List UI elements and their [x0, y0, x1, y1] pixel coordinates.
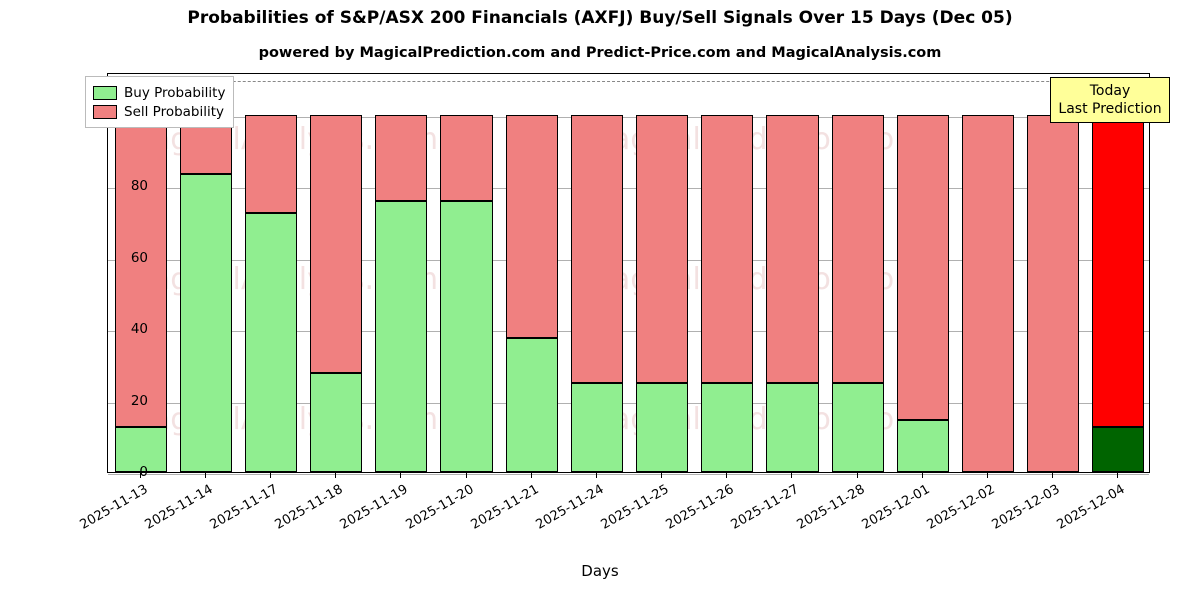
bar-group — [766, 72, 819, 472]
gridline — [108, 116, 1149, 118]
reference-line — [108, 81, 1149, 83]
legend-swatch-buy — [93, 85, 117, 100]
bar-group — [701, 72, 754, 472]
y-tick-label: 80 — [130, 178, 148, 195]
gridline — [108, 188, 1149, 190]
bar-segment-buy — [375, 201, 428, 472]
gridline — [108, 474, 1149, 475]
bar-segment-buy — [114, 427, 167, 472]
x-tick-mark — [921, 473, 923, 478]
legend: Buy Probability Sell Probability — [85, 76, 235, 128]
x-tick-mark — [595, 473, 597, 478]
plot-area: MagicalAnalysis.comMagicalPrediction.com… — [107, 72, 1150, 475]
x-tick-mark — [530, 473, 532, 478]
bar-segment-sell — [961, 114, 1015, 472]
bar-segment-sell — [1092, 114, 1145, 428]
bar-segment-sell — [244, 114, 298, 214]
gridline — [108, 331, 1149, 333]
y-tick-label: 0 — [139, 464, 148, 480]
legend-label-buy: Buy Probability — [124, 84, 226, 101]
bar-segment-sell — [375, 114, 428, 202]
x-tick-mark — [856, 473, 858, 478]
bar-segment-buy — [440, 201, 493, 472]
x-tick-mark — [1052, 473, 1054, 478]
x-tick-mark — [791, 473, 793, 478]
today-label-line2: Last Prediction — [1058, 101, 1162, 117]
bar-segment-buy — [636, 382, 689, 472]
today-label-line1: Today — [1089, 83, 1131, 99]
bar-group — [1092, 72, 1145, 472]
bar-segment-sell — [766, 114, 819, 383]
bar-group — [1027, 72, 1080, 472]
x-tick-mark — [335, 473, 337, 478]
legend-label-sell: Sell Probability — [124, 103, 225, 120]
bar-group — [570, 72, 623, 472]
bar-segment-sell — [1027, 114, 1080, 472]
bar-segment-buy — [896, 420, 949, 472]
x-tick-mark — [726, 473, 728, 478]
bar-group — [179, 72, 232, 472]
bar-segment-buy — [505, 338, 558, 472]
x-tick-mark — [269, 473, 271, 478]
x-tick-mark — [661, 473, 663, 478]
chart-subtitle: powered by MagicalPrediction.com and Pre… — [258, 45, 942, 61]
bar-group — [244, 72, 298, 472]
bar-group — [505, 72, 558, 472]
bar-segment-buy — [570, 382, 623, 472]
bar-segment-sell — [114, 114, 167, 428]
bar-group — [636, 72, 689, 472]
x-tick-mark — [987, 473, 989, 478]
legend-swatch-sell — [93, 104, 117, 119]
gridline — [108, 259, 1149, 261]
x-tick-mark — [139, 473, 141, 478]
bar-segment-sell — [310, 114, 363, 373]
legend-item-sell: Sell Probability — [93, 102, 225, 121]
bar-segment-buy — [701, 382, 754, 472]
bar-segment-sell — [570, 114, 623, 383]
x-tick-mark — [1117, 473, 1119, 478]
bar-segment-buy — [310, 372, 363, 472]
y-tick-label: 20 — [130, 392, 148, 409]
bar-segment-sell — [701, 114, 754, 383]
y-tick-label: 40 — [130, 321, 148, 338]
bar-segment-buy — [766, 382, 819, 472]
bar-group — [440, 72, 493, 472]
bar-segment-buy — [1092, 427, 1145, 472]
bar-segment-buy — [179, 173, 232, 472]
bar-group — [310, 72, 363, 472]
bar-group — [375, 72, 428, 472]
bar-segment-buy — [831, 382, 884, 472]
bar-segment-sell — [636, 114, 689, 383]
x-axis-label: Days — [581, 562, 619, 580]
x-tick-mark — [465, 473, 467, 478]
today-annotation: Today Last Prediction — [1050, 77, 1170, 123]
bar-group — [114, 72, 167, 472]
bar-group — [896, 72, 949, 472]
bar-segment-buy — [244, 213, 298, 472]
gridline — [108, 402, 1149, 404]
bar-segment-sell — [831, 114, 884, 383]
bar-segment-sell — [440, 114, 493, 202]
y-tick-label: 60 — [130, 249, 148, 266]
x-tick-mark — [400, 473, 402, 478]
chart-title: Probabilities of S&P/ASX 200 Financials … — [187, 8, 1013, 28]
bar-group — [961, 72, 1015, 472]
bar-segment-sell — [505, 114, 558, 339]
legend-item-buy: Buy Probability — [93, 83, 225, 102]
bar-group — [831, 72, 884, 472]
bar-segment-sell — [896, 114, 949, 421]
x-tick-mark — [204, 473, 206, 478]
